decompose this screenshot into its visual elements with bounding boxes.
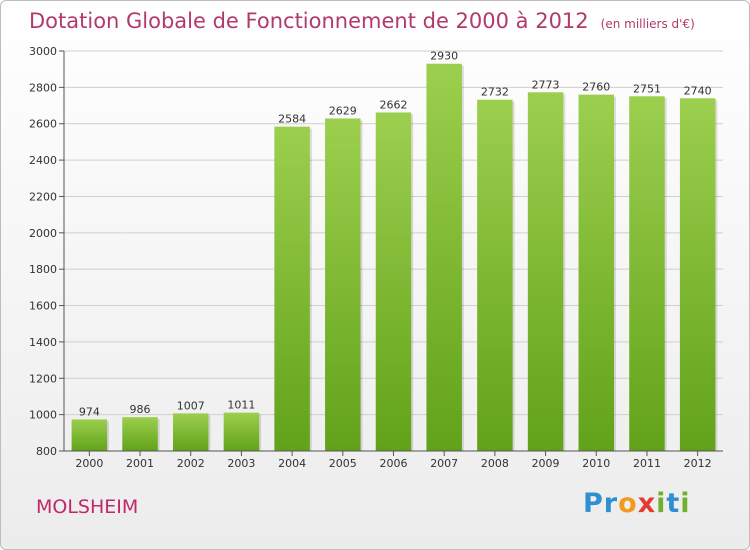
chart-title: Dotation Globale de Fonctionnement de 20…: [29, 9, 589, 33]
logo-letter: i: [680, 488, 691, 519]
proxiti-logo[interactable]: Proxiti: [583, 488, 691, 519]
y-tick-label: 2800: [29, 81, 57, 94]
bar: [679, 98, 716, 451]
logo-letter: o: [618, 488, 638, 519]
y-tick-label: 1200: [29, 372, 57, 385]
x-tick-label: 2001: [126, 457, 154, 470]
x-tick-label: 2004: [278, 457, 306, 470]
logo-letter: i: [656, 488, 667, 519]
y-tick-label: 2600: [29, 118, 57, 131]
bar: [71, 419, 108, 451]
bar-value-label: 2773: [532, 78, 560, 91]
y-tick-label: 2000: [29, 227, 57, 240]
bar-value-label: 974: [79, 405, 100, 418]
bar: [527, 92, 564, 451]
bar: [274, 126, 310, 452]
y-tick-label: 2400: [29, 154, 57, 167]
y-tick-label: 1600: [29, 300, 57, 313]
x-tick-label: 2009: [532, 457, 560, 470]
x-tick-label: 2008: [481, 457, 509, 470]
bar: [172, 413, 209, 451]
x-tick-label: 2007: [430, 457, 458, 470]
bar: [122, 417, 158, 451]
y-tick-label: 800: [36, 445, 57, 458]
x-tick-label: 2011: [633, 457, 661, 470]
bar-value-label: 2629: [329, 104, 357, 117]
bar: [223, 412, 260, 451]
city-name: MOLSHEIM: [36, 496, 139, 518]
x-tick-label: 2005: [329, 457, 357, 470]
chart-title-block: Dotation Globale de Fonctionnement de 20…: [29, 9, 695, 33]
bar-value-label: 2732: [481, 86, 509, 99]
bar: [426, 63, 462, 452]
logo-letter: P: [583, 488, 604, 519]
y-tick-label: 2200: [29, 190, 57, 203]
logo-letter: x: [637, 488, 657, 519]
logo-letter: r: [603, 488, 619, 519]
bar-value-label: 2751: [633, 82, 661, 95]
bar: [629, 96, 665, 451]
x-tick-label: 2012: [684, 457, 712, 470]
bar-value-label: 2662: [380, 98, 408, 111]
bar: [325, 118, 361, 452]
y-tick-label: 1000: [29, 409, 57, 422]
axes: 800 1000 1200 1400 1600 1800 2000 2200 2400 2600 2…: [29, 45, 723, 470]
x-tick-label: 2010: [582, 457, 610, 470]
x-tick-label: 2006: [380, 457, 408, 470]
bar: [375, 112, 412, 452]
chart-subtitle: (en milliers d'€): [600, 17, 695, 31]
bar-value-label: 2740: [684, 84, 712, 97]
bar-value-label: 2584: [278, 113, 306, 126]
bar-value-label: 1007: [177, 399, 205, 412]
bar-value-label: 2760: [582, 81, 610, 94]
logo-letter: t: [666, 488, 681, 519]
bar-value-label: 2930: [430, 50, 458, 63]
bar-value-label: 1011: [227, 399, 255, 412]
y-tick-label: 1400: [29, 336, 57, 349]
y-tick-label: 3000: [29, 45, 57, 58]
bars: 974 986 1007 1011 2584 2629 2662 2930 2732 2773 27…: [71, 50, 718, 452]
bar: [578, 94, 615, 452]
x-tick-label: 2000: [75, 457, 103, 470]
x-tick-label: 2002: [177, 457, 205, 470]
x-tick-label: 2003: [227, 457, 255, 470]
y-tick-label: 1800: [29, 263, 57, 276]
bar: [477, 99, 513, 452]
bar-value-label: 986: [130, 403, 151, 416]
